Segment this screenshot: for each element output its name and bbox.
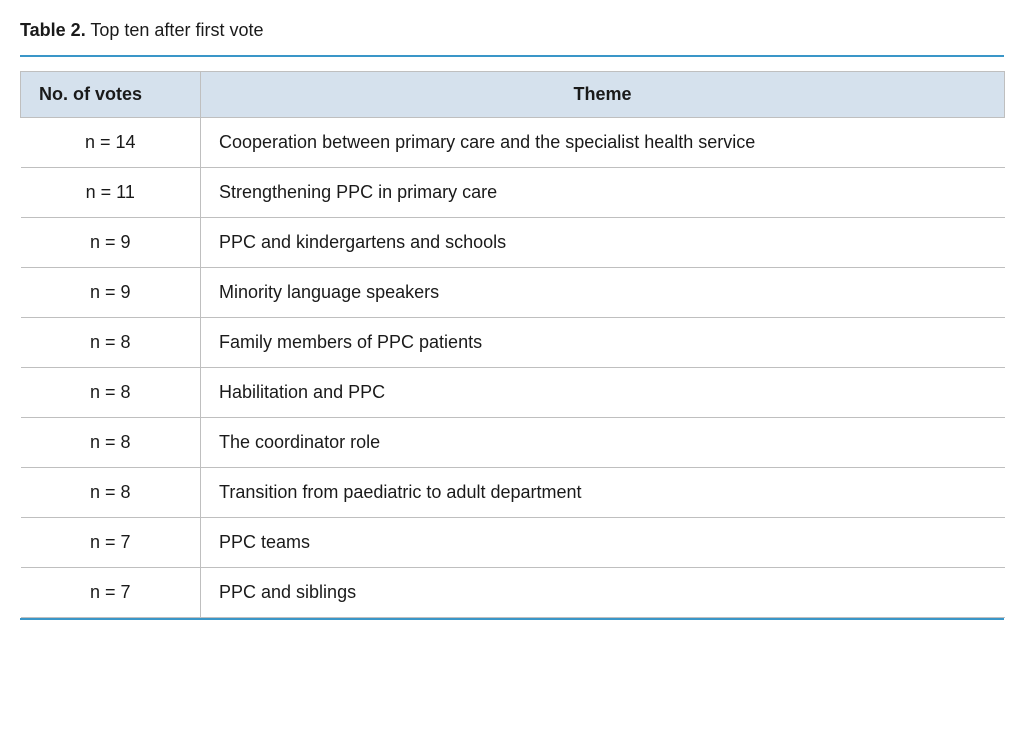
bottom-rule — [20, 618, 1004, 620]
cell-votes: n = 8 — [21, 468, 201, 518]
cell-theme: Cooperation between primary care and the… — [201, 118, 1005, 168]
cell-votes: n = 9 — [21, 218, 201, 268]
caption-label: Table 2. — [20, 20, 86, 40]
cell-votes: n = 14 — [21, 118, 201, 168]
table-container: Table 2. Top ten after first vote No. of… — [0, 0, 1024, 660]
cell-theme: The coordinator role — [201, 418, 1005, 468]
table-row: n = 9 PPC and kindergartens and schools — [21, 218, 1005, 268]
table-header-row: No. of votes Theme — [21, 72, 1005, 118]
cell-votes: n = 11 — [21, 168, 201, 218]
cell-votes: n = 7 — [21, 568, 201, 618]
cell-votes: n = 9 — [21, 268, 201, 318]
cell-theme: PPC teams — [201, 518, 1005, 568]
cell-votes: n = 8 — [21, 418, 201, 468]
table-row: n = 8 Family members of PPC patients — [21, 318, 1005, 368]
cell-theme: Habilitation and PPC — [201, 368, 1005, 418]
cell-theme: Minority language speakers — [201, 268, 1005, 318]
top-rule — [20, 55, 1004, 57]
table-row: n = 14 Cooperation between primary care … — [21, 118, 1005, 168]
table-row: n = 7 PPC and siblings — [21, 568, 1005, 618]
table-caption: Table 2. Top ten after first vote — [20, 20, 1004, 41]
cell-votes: n = 7 — [21, 518, 201, 568]
table-row: n = 11 Strengthening PPC in primary care — [21, 168, 1005, 218]
cell-votes: n = 8 — [21, 318, 201, 368]
header-theme: Theme — [201, 72, 1005, 118]
table-row: n = 7 PPC teams — [21, 518, 1005, 568]
caption-text: Top ten after first vote — [86, 20, 264, 40]
table-row: n = 8 Transition from paediatric to adul… — [21, 468, 1005, 518]
data-table: No. of votes Theme n = 14 Cooperation be… — [20, 71, 1005, 618]
cell-theme: PPC and siblings — [201, 568, 1005, 618]
cell-theme: PPC and kindergartens and schools — [201, 218, 1005, 268]
cell-theme: Transition from paediatric to adult depa… — [201, 468, 1005, 518]
table-row: n = 8 Habilitation and PPC — [21, 368, 1005, 418]
cell-votes: n = 8 — [21, 368, 201, 418]
table-row: n = 9 Minority language speakers — [21, 268, 1005, 318]
header-votes: No. of votes — [21, 72, 201, 118]
table-row: n = 8 The coordinator role — [21, 418, 1005, 468]
table-body: n = 14 Cooperation between primary care … — [21, 118, 1005, 618]
cell-theme: Family members of PPC patients — [201, 318, 1005, 368]
cell-theme: Strengthening PPC in primary care — [201, 168, 1005, 218]
